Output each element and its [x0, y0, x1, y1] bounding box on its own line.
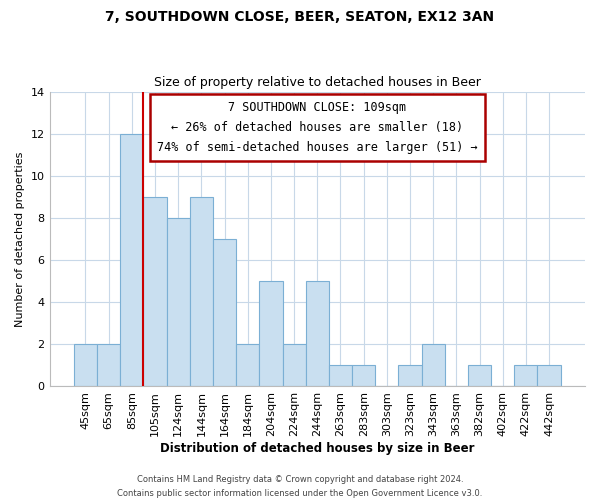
- Bar: [236, 344, 259, 387]
- Bar: [514, 366, 538, 386]
- Bar: [538, 366, 560, 386]
- Title: Size of property relative to detached houses in Beer: Size of property relative to detached ho…: [154, 76, 481, 90]
- Bar: [329, 366, 352, 386]
- Bar: [283, 344, 305, 387]
- Bar: [259, 282, 283, 387]
- Bar: [74, 344, 97, 387]
- Bar: [213, 240, 236, 386]
- Bar: [352, 366, 375, 386]
- Bar: [422, 344, 445, 387]
- Bar: [398, 366, 422, 386]
- Bar: [468, 366, 491, 386]
- Text: 7 SOUTHDOWN CLOSE: 109sqm
← 26% of detached houses are smaller (18)
74% of semi-: 7 SOUTHDOWN CLOSE: 109sqm ← 26% of detac…: [157, 101, 478, 154]
- Bar: [167, 218, 190, 386]
- Bar: [143, 197, 167, 386]
- Y-axis label: Number of detached properties: Number of detached properties: [15, 152, 25, 327]
- Bar: [97, 344, 120, 387]
- X-axis label: Distribution of detached houses by size in Beer: Distribution of detached houses by size …: [160, 442, 475, 455]
- Bar: [190, 197, 213, 386]
- Bar: [120, 134, 143, 386]
- Text: Contains HM Land Registry data © Crown copyright and database right 2024.
Contai: Contains HM Land Registry data © Crown c…: [118, 476, 482, 498]
- Bar: [305, 282, 329, 387]
- Text: 7, SOUTHDOWN CLOSE, BEER, SEATON, EX12 3AN: 7, SOUTHDOWN CLOSE, BEER, SEATON, EX12 3…: [106, 10, 494, 24]
